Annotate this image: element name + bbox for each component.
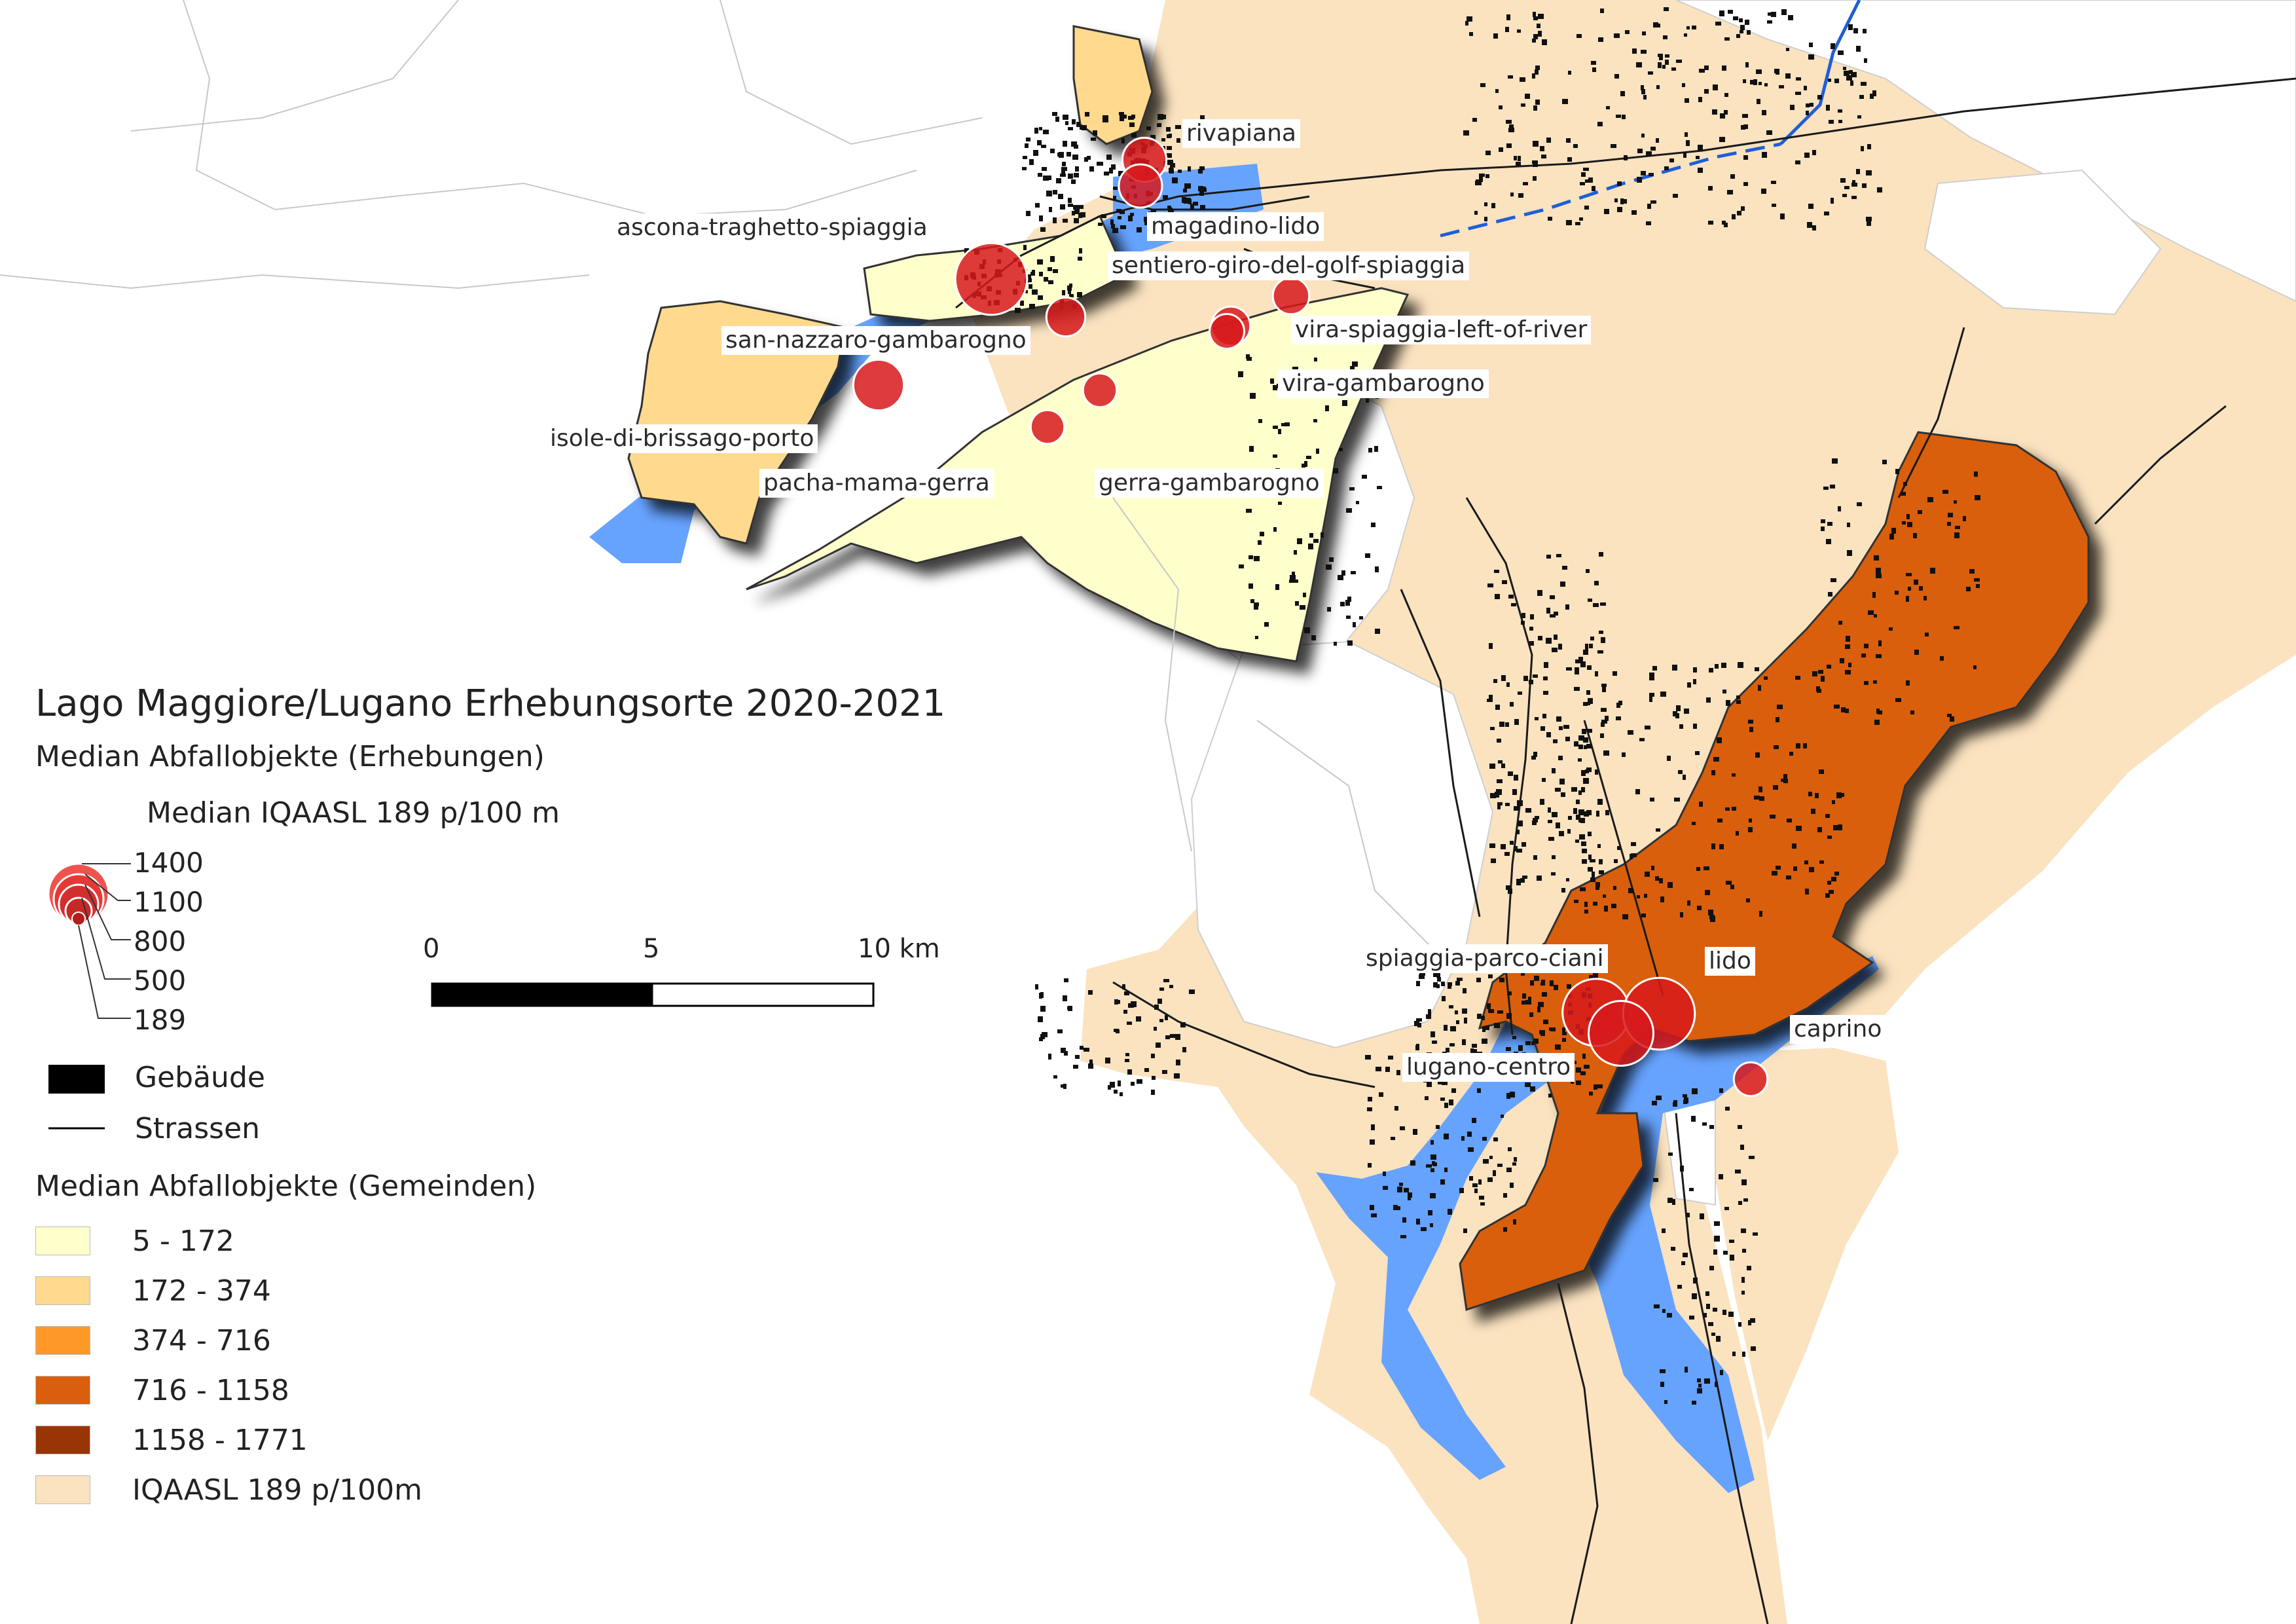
rivers <box>1440 0 1861 238</box>
survey-points <box>852 136 1769 1098</box>
label-sentiero-giro-del-golf-spiaggia: sentiero-giro-del-golf-spiaggia <box>1108 251 1470 280</box>
label-isole-di-brissago-porto: isole-di-brissago-porto <box>546 424 818 453</box>
legend-class-swatch <box>35 1227 90 1255</box>
survey-point-pacha-mama-gerra <box>1029 409 1066 445</box>
label-caprino: caprino <box>1790 1015 1886 1044</box>
legend-class-row: 172 - 374 <box>35 1274 271 1308</box>
legend-class-swatch <box>35 1376 90 1405</box>
scale-label-5: 5 <box>643 934 660 964</box>
survey-point-isole-di-brissago-porto <box>852 358 905 412</box>
legend-class-label: 1158 - 1771 <box>132 1423 308 1457</box>
scale-bar <box>431 982 875 1007</box>
survey-point-vira-gambarogno <box>1209 313 1245 350</box>
legend-survey-heading: Median Abfallobjekte (Erhebungen) <box>35 740 545 773</box>
survey-point-ascona-traghetto-spiaggia <box>954 242 1029 316</box>
legend-roads-label: Strassen <box>135 1112 261 1145</box>
label-lido: lido <box>1705 947 1755 976</box>
label-vira-gambarogno: vira-gambarogno <box>1278 369 1489 398</box>
survey-point-sentiero-giro-del-golf-spiaggia <box>1271 276 1311 316</box>
legend-class-swatch <box>35 1276 90 1305</box>
label-vira-spiaggia-left-of-river: vira-spiaggia-left-of-river <box>1291 316 1592 344</box>
buildings <box>964 7 1980 1405</box>
legend-class-row: IQAASL 189 p/100m <box>35 1473 423 1507</box>
legend-size-heading: Median IQAASL 189 p/100 m <box>147 796 560 830</box>
legend-class-row: 374 - 716 <box>35 1324 271 1357</box>
legend-buildings-label: Gebäude <box>135 1061 265 1094</box>
scale-label-0: 0 <box>423 934 440 964</box>
admin-boundaries <box>0 0 1441 957</box>
label-gerra-gambarogno: gerra-gambarogno <box>1095 469 1324 498</box>
label-spiaggia-parco-ciani: spiaggia-parco-ciani <box>1362 944 1608 973</box>
legend-size-symbols <box>47 862 131 1019</box>
legend-size-800: 800 <box>134 925 187 957</box>
legend-class-row: 5 - 172 <box>35 1224 234 1258</box>
legend-size-1100: 1100 <box>134 886 204 918</box>
legend-size-189: 189 <box>134 1004 187 1036</box>
legend-class-label: 716 - 1158 <box>132 1373 289 1407</box>
label-san-nazzaro-gambarogno: san-nazzaro-gambarogno <box>721 326 1030 355</box>
label-rivapiana: rivapiana <box>1182 119 1300 148</box>
legend-class-label: 374 - 716 <box>132 1323 271 1357</box>
survey-point-gerra-gambarogno <box>1082 372 1118 409</box>
survey-point-san-nazzaro-gambarogno <box>1045 296 1087 338</box>
legend-class-swatch <box>35 1326 90 1355</box>
map-title: Lago Maggiore/Lugano Erhebungsorte 2020-… <box>35 682 946 725</box>
legend-class-label: 172 - 374 <box>132 1274 271 1308</box>
survey-point-caprino <box>1732 1061 1769 1098</box>
label-pacha-mama-gerra: pacha-mama-gerra <box>759 469 994 498</box>
legend-size-500: 500 <box>134 965 187 997</box>
legend-class-label: IQAASL 189 p/100m <box>132 1473 423 1507</box>
legend-class-label: 5 - 172 <box>132 1224 234 1258</box>
legend-class-swatch <box>35 1426 90 1454</box>
legend-municipality-heading: Median Abfallobjekte (Gemeinden) <box>35 1170 537 1203</box>
scale-label-10km: 10 km <box>858 934 940 964</box>
legend-size-1400: 1400 <box>134 847 204 879</box>
label-ascona-traghetto-spiaggia: ascona-traghetto-spiaggia <box>613 213 932 242</box>
survey-point-lugano-centro <box>1588 1000 1654 1067</box>
legend-class-swatch <box>35 1475 90 1504</box>
label-magadino-lido: magadino-lido <box>1147 212 1324 241</box>
survey-point-magadino-lido <box>1118 163 1163 209</box>
legend-class-row: 1158 - 1771 <box>35 1423 308 1457</box>
label-lugano-centro: lugano-centro <box>1402 1053 1575 1082</box>
legend-class-row: 716 - 1158 <box>35 1374 289 1407</box>
legend-buildings-swatch <box>48 1065 105 1094</box>
